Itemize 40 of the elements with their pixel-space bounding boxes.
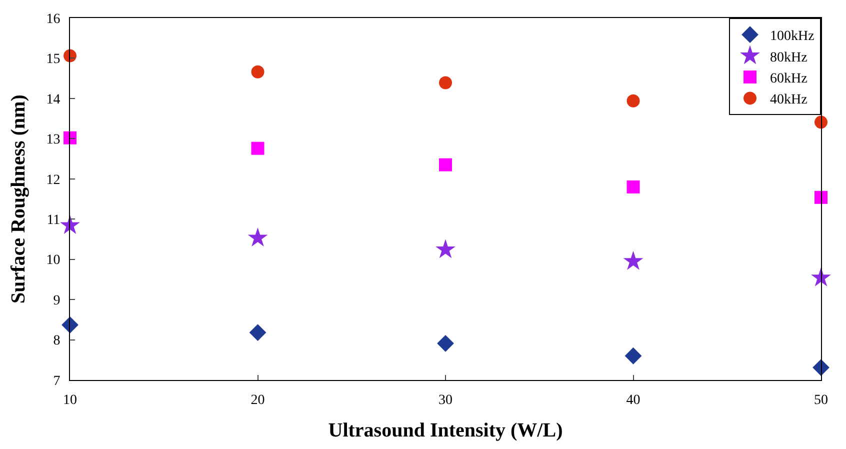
point [626, 180, 640, 194]
point [251, 65, 264, 78]
y-tick-label: 16 [46, 12, 60, 27]
x-tick-label: 40 [626, 392, 640, 408]
x-axis-title: Ultrasound Intensity (W/L) [328, 419, 563, 442]
point [436, 239, 456, 258]
point [62, 316, 78, 334]
x-tick-label: 10 [63, 392, 77, 408]
legend-label: 80kHz [770, 50, 808, 66]
point [249, 324, 266, 341]
point [60, 215, 80, 234]
point [626, 94, 640, 108]
y-tick-label: 14 [46, 92, 60, 108]
y-axis-title: Surface Roughness (nm) [8, 94, 30, 304]
point [437, 334, 454, 352]
point [814, 116, 828, 129]
point [248, 228, 268, 247]
point [624, 347, 642, 364]
point [814, 190, 828, 204]
point [64, 49, 76, 62]
point [623, 250, 644, 270]
y-tick-label: 9 [53, 293, 60, 308]
x-tick-label: 20 [250, 392, 265, 408]
y-tick-label: 13 [46, 132, 60, 148]
x-tick-label: 30 [438, 392, 452, 408]
y-tick-label: 10 [46, 253, 60, 268]
legend-label: 100kHz [770, 29, 814, 44]
y-tick-label: 12 [46, 172, 60, 188]
y-tick-label: 11 [46, 213, 60, 228]
point [811, 267, 831, 286]
point [439, 158, 452, 172]
legend-label: 40kHz [770, 92, 808, 108]
y-tick-label: 7 [53, 374, 60, 389]
point [251, 142, 264, 155]
point [64, 131, 76, 144]
y-tick-label: 15 [46, 52, 60, 68]
x-tick-label: 50 [814, 392, 828, 408]
legend-label: 60kHz [770, 71, 808, 86]
y-tick-label: 8 [53, 334, 60, 349]
point [439, 76, 452, 90]
